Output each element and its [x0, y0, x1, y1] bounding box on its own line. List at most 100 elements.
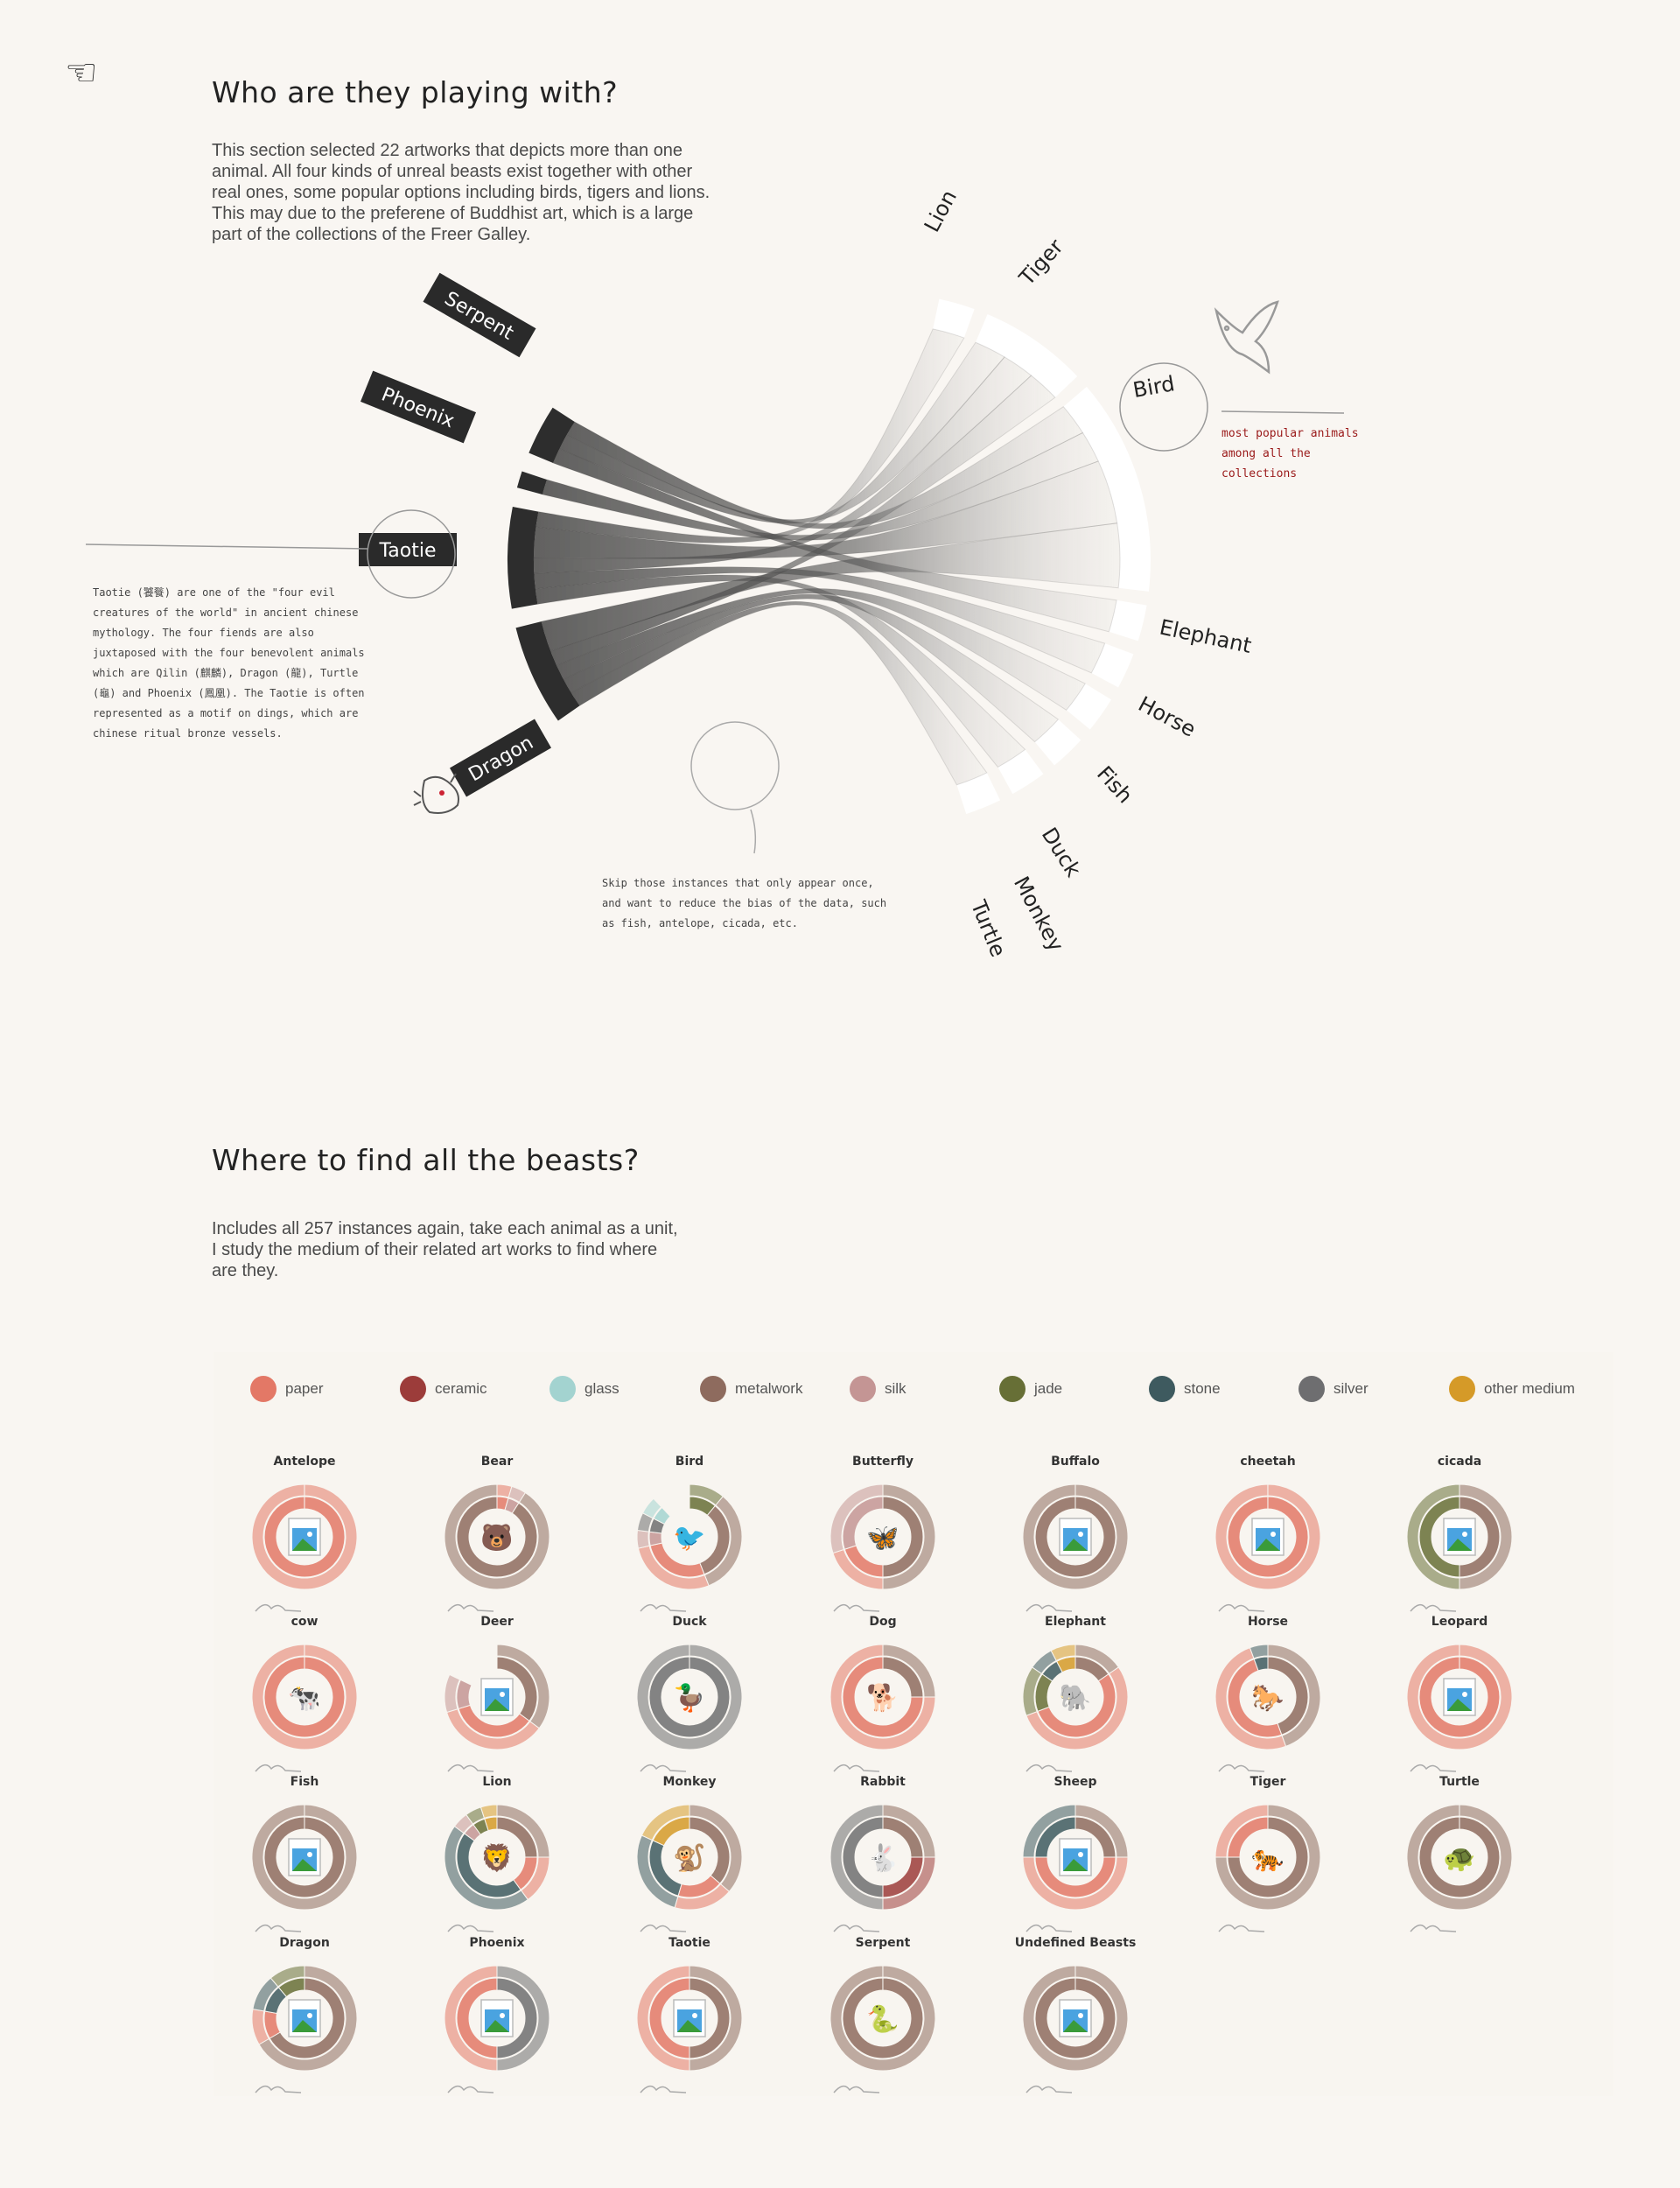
donut-fish: Fish	[251, 1775, 358, 1932]
donut-title: Undefined Beasts	[1015, 1936, 1137, 1950]
donut-title: Dog	[869, 1615, 896, 1629]
skip-circle	[690, 721, 780, 810]
image-placeholder-icon	[1443, 1518, 1476, 1556]
chord-arc-fish	[1066, 684, 1112, 730]
legend-label: metalwork	[735, 1380, 803, 1397]
donut-title: cicada	[1438, 1455, 1481, 1469]
legend-item-stone[interactable]: stone	[1149, 1376, 1221, 1402]
donut-inner-paper	[1037, 1673, 1116, 1738]
legend-swatch	[550, 1376, 576, 1402]
donut-title: Bear	[481, 1455, 514, 1469]
donut-center	[662, 1830, 717, 1884]
donut-inner-jade	[1418, 1496, 1460, 1578]
donut-inner-metalwork	[269, 1977, 346, 2059]
mountain-sketch-icon	[833, 2085, 880, 2093]
chord-arc-taotie	[507, 506, 539, 609]
donut-title: Dragon	[279, 1936, 330, 1950]
donut-inner-silver	[842, 1816, 884, 1898]
chord-arc-horse	[1091, 643, 1134, 688]
horse-icon: 🐎	[1251, 1683, 1284, 1714]
legend-swatch	[700, 1376, 726, 1402]
taotie-pointer-line	[85, 543, 368, 550]
pointing-hand-icon: ☜	[65, 51, 98, 94]
donut-outer-silk	[636, 1529, 650, 1549]
donut-cicada: cicada	[1406, 1455, 1513, 1612]
chord-arc-monkey	[998, 749, 1044, 795]
donut-title: Duck	[672, 1615, 707, 1629]
mountain-sketch-icon	[1410, 1924, 1457, 1932]
legend-label: stone	[1184, 1380, 1221, 1397]
turtle-icon: 🐢	[1443, 1843, 1475, 1874]
donut-title: Lion	[482, 1775, 511, 1789]
donut-butterfly: Butterfly 🦋	[830, 1455, 936, 1612]
mountain-sketch-icon	[1410, 1603, 1457, 1612]
mountain-sketch-icon	[1410, 1764, 1457, 1772]
legend-swatch	[250, 1376, 276, 1402]
legend-item-jade[interactable]: jade	[999, 1376, 1062, 1402]
donut-leopard: Leopard	[1406, 1615, 1513, 1772]
legend-item-other-medium[interactable]: other medium	[1449, 1376, 1575, 1402]
mountain-sketch-icon	[255, 1924, 302, 1932]
donut-inner-metalwork	[1034, 1496, 1116, 1578]
donut-inner-stone	[1253, 1656, 1269, 1672]
lion-icon: 🦁	[480, 1842, 513, 1874]
donut-inner-metalwork	[1227, 1816, 1309, 1898]
donut-undefined-beasts: Undefined Beasts	[1015, 1936, 1137, 2093]
legend-item-silk[interactable]: silk	[850, 1376, 906, 1402]
donut-inner-silver	[648, 1656, 731, 1738]
legend-item-ceramic[interactable]: ceramic	[400, 1376, 487, 1402]
donut-inner-paper	[456, 1977, 498, 2059]
chord-arc-dragon	[515, 621, 580, 721]
chord-ribbon-taotie-lion	[535, 328, 965, 543]
serpent-icon: 🐍	[866, 2003, 899, 2035]
mountain-sketch-icon	[1218, 1603, 1265, 1612]
legend-item-silver[interactable]: silver	[1298, 1376, 1368, 1402]
legend-swatch	[1449, 1376, 1475, 1402]
donut-center	[277, 1670, 332, 1724]
elephant-icon: 🐘	[1059, 1683, 1091, 1714]
donut-inner-metalwork	[1418, 1816, 1501, 1898]
donut-inner-metalwork	[456, 1496, 538, 1578]
svg-text:Taotie: Taotie	[378, 540, 436, 562]
taotie-note: Taotie (饕餮) are one of the "four evil cr…	[93, 586, 365, 740]
dog-icon: 🐕	[866, 1682, 899, 1714]
mountain-sketch-icon	[640, 2085, 687, 2093]
donut-center	[1048, 1670, 1102, 1724]
donut-title: Phoenix	[469, 1936, 524, 1950]
legend-item-metalwork[interactable]: metalwork	[700, 1376, 802, 1402]
mountain-sketch-icon	[1026, 1603, 1073, 1612]
donut-outer-metalwork	[444, 1483, 550, 1590]
donut-title: Fish	[290, 1775, 319, 1789]
legend-item-glass[interactable]: glass	[550, 1376, 620, 1402]
chord-arc-serpent	[528, 407, 575, 464]
mountain-sketch-icon	[833, 1924, 880, 1932]
legend-item-paper[interactable]: paper	[250, 1376, 323, 1402]
donut-inner-paper	[263, 1496, 346, 1578]
donut-outer-silk	[830, 1483, 884, 1554]
mountain-sketch-icon	[640, 1603, 687, 1612]
chord-arc-turtle	[956, 772, 1001, 815]
donut-title: Horse	[1248, 1615, 1288, 1629]
image-placeholder-icon	[288, 1999, 321, 2037]
donut-title: cheetah	[1240, 1455, 1295, 1469]
donut-bird: Bird 🐦	[636, 1455, 743, 1612]
donut-antelope: Antelope	[251, 1455, 358, 1612]
donut-center	[662, 1670, 717, 1724]
donut-monkey: Monkey 🐒	[636, 1775, 743, 1932]
donut-inner-glass	[653, 1506, 671, 1525]
donut-outer-paper	[1406, 1644, 1513, 1750]
donut-inner-metalwork	[1034, 1977, 1116, 2059]
donut-duck: Duck 🦆	[636, 1615, 743, 1772]
chord-arc-lion	[933, 298, 975, 339]
bird-icon: 🐦	[673, 1523, 705, 1553]
donut-title: Elephant	[1045, 1615, 1106, 1629]
donut-outer-paper	[444, 1965, 498, 2072]
image-placeholder-icon	[480, 1999, 514, 2037]
section2-title: Where to find all the beasts?	[212, 1143, 640, 1177]
donut-inner-paper	[1418, 1656, 1501, 1738]
donut-outer-paper	[251, 1644, 358, 1750]
donut-cow: cow 🐄	[251, 1615, 358, 1772]
donut-title: Deer	[480, 1615, 514, 1629]
donut-title: Turtle	[1439, 1775, 1480, 1789]
